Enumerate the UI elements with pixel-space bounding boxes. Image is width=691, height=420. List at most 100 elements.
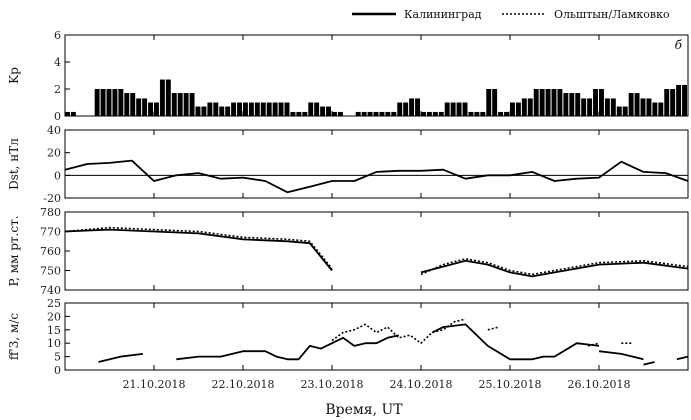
series-line-olsztyn xyxy=(420,257,689,276)
x-axis-title: Время, UT xyxy=(325,402,403,418)
x-tick-label: 24.10.2018 xyxy=(390,378,453,391)
kp-bar xyxy=(195,106,201,116)
y-tick-label: 25 xyxy=(47,297,61,310)
series-line-kaliningrad xyxy=(98,353,144,363)
kp-bar xyxy=(254,102,260,116)
kp-bar xyxy=(367,111,373,116)
kp-bar xyxy=(94,89,100,116)
y-tick-label: 15 xyxy=(47,324,61,337)
kp-bar xyxy=(480,111,486,116)
x-tick-label: 21.10.2018 xyxy=(123,378,186,391)
kp-bar xyxy=(610,98,616,116)
kp-bar xyxy=(563,93,569,116)
y-tick-label: 780 xyxy=(40,206,61,219)
y-tick-label: 2 xyxy=(54,83,61,96)
kp-bar xyxy=(154,102,159,116)
kp-bar xyxy=(183,93,189,116)
kp-bar xyxy=(373,111,379,116)
kp-bar xyxy=(533,89,539,116)
x-tick-label: 26.10.2018 xyxy=(568,378,631,391)
kp-bar xyxy=(361,111,367,116)
kp-bar xyxy=(106,89,112,116)
y-tick-label: 20 xyxy=(47,147,61,160)
kp-bar xyxy=(456,102,462,116)
kp-bar xyxy=(462,102,468,116)
kp-bar xyxy=(539,89,545,116)
kp-bar xyxy=(136,98,142,116)
kp-bar xyxy=(290,111,296,116)
kp-bar xyxy=(569,93,575,116)
kp-bar xyxy=(658,102,664,116)
kp-bar xyxy=(219,106,225,116)
series-line-olsztyn xyxy=(487,326,500,331)
kp-bar xyxy=(670,89,676,116)
y-axis-title: Kp xyxy=(7,67,21,84)
series-line-kaliningrad xyxy=(176,334,400,361)
kp-bar xyxy=(581,98,587,116)
kp-bar xyxy=(403,102,409,116)
kp-bar xyxy=(189,93,195,116)
y-tick-label: 0 xyxy=(54,169,61,182)
y-tick-label: 0 xyxy=(54,364,61,377)
kp-bar xyxy=(504,111,509,116)
y-axis-title: Dst, нТл xyxy=(7,138,21,190)
kp-bar xyxy=(177,93,183,116)
series-line-kaliningrad xyxy=(64,159,689,194)
kp-bar xyxy=(284,102,290,116)
kp-bar xyxy=(557,89,563,116)
y-tick-label: 40 xyxy=(47,124,61,137)
panel-frame xyxy=(64,302,689,371)
kp-bar xyxy=(225,106,231,116)
x-tick-label: 25.10.2018 xyxy=(479,378,542,391)
kp-bar xyxy=(640,98,646,116)
kp-bar xyxy=(474,111,480,116)
kp-bar xyxy=(510,102,515,116)
series-line-kaliningrad xyxy=(643,361,655,366)
kp-bar xyxy=(622,106,628,116)
kp-bar xyxy=(266,102,272,116)
kp-bar xyxy=(652,102,658,116)
kp-bar xyxy=(593,89,598,116)
panel-frame xyxy=(64,211,689,291)
kp-bar xyxy=(438,111,444,116)
x-tick-label: 22.10.2018 xyxy=(212,378,275,391)
legend-label-olsztyn: Ольштын/Ламковко xyxy=(554,8,670,21)
kp-bar xyxy=(426,111,432,116)
y-tick-label: -20 xyxy=(43,192,61,205)
kp-bar xyxy=(159,79,165,116)
y-tick-label: 20 xyxy=(47,310,61,323)
kp-bar xyxy=(616,106,622,116)
series-line-kaliningrad xyxy=(598,350,644,361)
kp-bar xyxy=(70,111,76,116)
kp-bar xyxy=(444,102,450,116)
kp-bar xyxy=(397,102,403,116)
y-tick-label: 760 xyxy=(40,245,61,258)
kp-bar xyxy=(379,111,385,116)
kp-bar xyxy=(260,102,266,116)
kp-bar xyxy=(575,93,581,116)
kp-bar xyxy=(320,106,326,116)
kp-bar xyxy=(148,102,153,116)
kp-bar xyxy=(337,111,343,116)
kp-bar xyxy=(355,111,361,116)
kp-bar xyxy=(599,89,604,116)
kp-bar xyxy=(604,98,610,116)
y-tick-label: 5 xyxy=(54,351,61,364)
kp-bar xyxy=(302,111,308,116)
kp-bar xyxy=(308,102,314,116)
kp-bar xyxy=(278,102,284,116)
y-axis-title: P, мм рт.ст. xyxy=(7,215,21,286)
kp-bar xyxy=(65,111,70,116)
kp-bar xyxy=(385,111,391,116)
kp-bar xyxy=(243,102,248,116)
legend-label-kaliningrad: Калининград xyxy=(404,8,482,21)
kp-bar xyxy=(450,102,456,116)
x-tick-label: 23.10.2018 xyxy=(301,378,364,391)
kp-bar xyxy=(628,93,634,116)
legend: Калининград Ольштын/Ламковко xyxy=(352,8,670,21)
kp-bar xyxy=(676,84,682,116)
kp-bar xyxy=(248,102,254,116)
kp-bar xyxy=(130,93,136,116)
kp-bar xyxy=(486,89,492,116)
